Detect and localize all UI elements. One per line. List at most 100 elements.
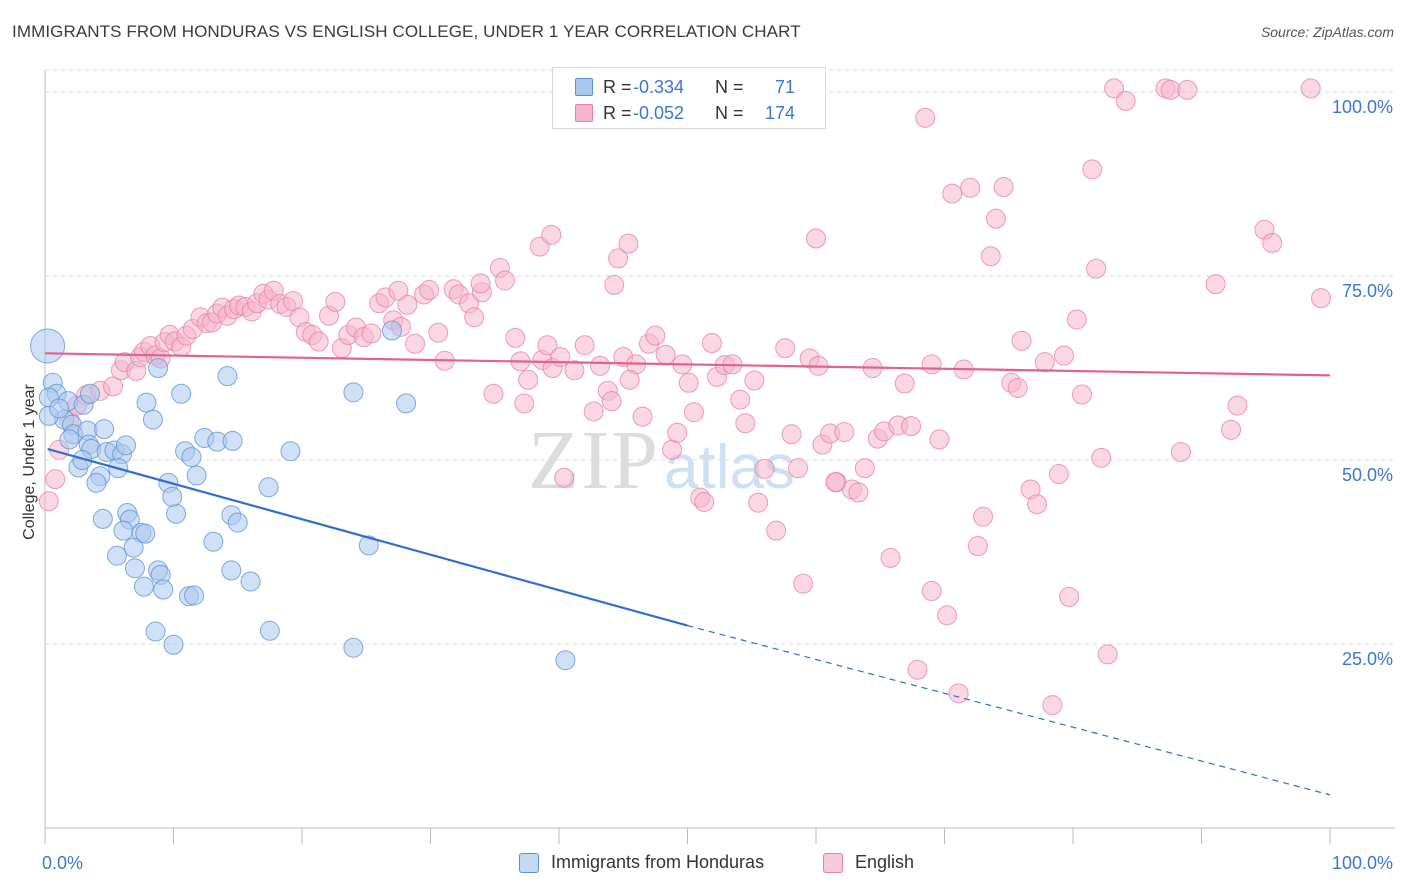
english-point [397, 294, 418, 315]
english-point [973, 506, 994, 527]
english-legend-swatch [823, 852, 843, 873]
source-label: Source: ZipAtlas.com [1260, 24, 1394, 40]
english-point [806, 228, 826, 249]
english-point [604, 274, 625, 295]
english-point [942, 183, 963, 204]
r-label: R = [603, 76, 632, 97]
english-point [960, 177, 981, 198]
honduras-point [343, 382, 364, 403]
english-point [470, 273, 491, 294]
honduras-point [135, 523, 156, 544]
english-point [1227, 395, 1248, 416]
english-point [754, 458, 775, 479]
r-value: -0.334 [633, 76, 685, 97]
english-point [1054, 345, 1075, 366]
honduras-point [94, 419, 115, 440]
honduras-point [30, 328, 66, 364]
honduras-legend-swatch [519, 852, 539, 873]
english-point [683, 402, 704, 423]
english-point [781, 424, 802, 445]
english-point [1115, 90, 1136, 111]
honduras-point [153, 579, 174, 600]
honduras-point [171, 383, 192, 404]
english-point [1300, 78, 1321, 99]
chart-title: IMMIGRANTS FROM HONDURAS VS ENGLISH COLL… [12, 22, 801, 41]
english-point [667, 422, 688, 443]
honduras-point [280, 441, 301, 462]
english-point [1059, 586, 1080, 607]
english-point [662, 439, 683, 460]
honduras-point [133, 576, 154, 597]
n-value: 71 [774, 76, 795, 97]
english-point [632, 406, 653, 427]
english-point [1170, 441, 1191, 462]
honduras-point [227, 512, 248, 533]
english-point [937, 605, 958, 626]
honduras-point [240, 571, 261, 592]
tick-labels: 25.0% 50.0% 75.0% 100.0% 0.0% 100.0% [42, 97, 1393, 873]
honduras-points [30, 320, 576, 671]
english-point [1221, 419, 1242, 440]
english-point [483, 383, 504, 404]
honduras-point [148, 358, 169, 379]
english-point [921, 581, 942, 602]
honduras-point [123, 537, 144, 558]
english-point [419, 280, 440, 301]
series-legend: Immigrants from Honduras English [0, 852, 1406, 878]
english-swatch [575, 104, 593, 122]
honduras-point [142, 409, 163, 430]
english-point [948, 683, 969, 704]
honduras-point [222, 430, 243, 451]
honduras-point [115, 435, 136, 456]
honduras-point [555, 650, 576, 671]
english-point [1007, 377, 1028, 398]
english-point [428, 322, 449, 343]
english-point [748, 492, 769, 513]
stats-legend: R = -0.334 N = 71 R = -0.052 N = 174 [552, 67, 826, 129]
english-point [45, 469, 66, 490]
legend-item-honduras[interactable]: Immigrants from Honduras [519, 852, 764, 873]
honduras-point [113, 520, 134, 541]
english-point [834, 422, 855, 443]
stats-row-honduras: R = -0.334 N = 71 [575, 74, 795, 100]
honduras-point [162, 486, 183, 507]
english-point [735, 413, 756, 434]
honduras-point [49, 398, 70, 419]
english-point [1034, 352, 1055, 373]
honduras-trend-extension [687, 625, 1331, 796]
english-point [730, 389, 751, 410]
honduras-point [358, 535, 379, 556]
english-point [1042, 695, 1063, 716]
english-point [38, 491, 59, 512]
english-point [583, 401, 604, 422]
english-point [921, 354, 942, 375]
honduras-point [166, 503, 187, 524]
english-point [564, 360, 585, 381]
english-point [793, 573, 814, 594]
english-point [701, 333, 722, 354]
y-tick-label-3: 100.0% [1332, 97, 1393, 117]
honduras-point [59, 429, 80, 450]
trend-lines [44, 352, 1331, 796]
watermark-zip: ZIP [528, 414, 660, 507]
honduras-point [124, 558, 145, 579]
english-point [103, 376, 124, 397]
english-point [915, 107, 936, 128]
n-label: N = [715, 76, 744, 97]
honduras-point [343, 637, 364, 658]
english-point [361, 323, 382, 344]
r-label: R = [603, 102, 632, 123]
english-point [1205, 274, 1226, 295]
y-tick-label-2: 75.0% [1342, 281, 1393, 301]
english-point [1091, 447, 1112, 468]
honduras-point [72, 450, 93, 471]
honduras-point [106, 545, 127, 566]
honduras-point [186, 465, 207, 486]
english-point [537, 335, 558, 356]
honduras-point [396, 393, 417, 414]
english-point [980, 246, 1001, 267]
honduras-point [203, 531, 224, 552]
legend-item-english[interactable]: English [823, 852, 914, 873]
english-point [514, 393, 535, 414]
